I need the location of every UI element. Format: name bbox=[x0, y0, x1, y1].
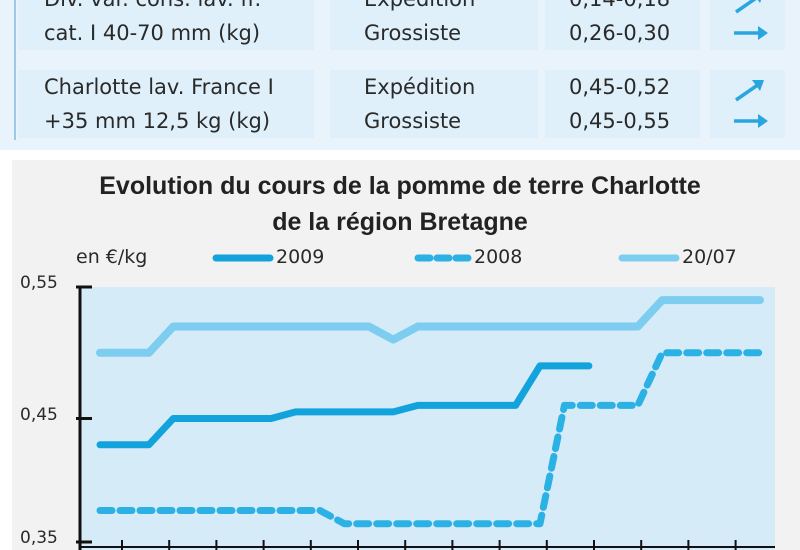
price-table: Div. var. cons. lav. fr. cat. I 40-70 mm… bbox=[0, 0, 800, 150]
y-axis-unit-label: en €/kg bbox=[76, 246, 148, 268]
price-cell: 0,45-0,52 0,45-0,55 bbox=[545, 70, 700, 138]
legend-label-2008: 2008 bbox=[474, 246, 523, 268]
table-row: Div. var. cons. lav. fr. cat. I 40-70 mm… bbox=[0, 0, 800, 50]
stage-cell: Expédition Grossiste bbox=[330, 70, 538, 138]
legend-label-2007: 20/07 bbox=[682, 246, 737, 268]
right-arrow-icon bbox=[734, 114, 768, 128]
series-line-2009 bbox=[96, 362, 593, 449]
product-line: Div. var. cons. lav. fr. bbox=[18, 0, 314, 16]
product-line: cat. I 40-70 mm (kg) bbox=[44, 21, 261, 45]
stage-line: Grossiste bbox=[364, 109, 462, 133]
product-line: +35 mm 12,5 kg (kg) bbox=[44, 109, 271, 133]
product-cell: Div. var. cons. lav. fr. cat. I 40-70 mm… bbox=[18, 0, 314, 50]
trend-cell bbox=[710, 0, 785, 50]
price-line: 0,26-0,30 bbox=[569, 21, 671, 45]
y-tick-label: 0,55 bbox=[20, 273, 58, 293]
price-cell: 0,14-0,18 0,26-0,30 bbox=[545, 0, 700, 50]
y-tick-label: 0,45 bbox=[20, 404, 58, 425]
chart-title: Evolution du cours de la pomme de terre … bbox=[99, 172, 701, 200]
stage-line: Expédition bbox=[364, 75, 476, 99]
table-left-rule bbox=[14, 0, 16, 140]
series-line-20-07 bbox=[96, 296, 764, 357]
stage-line: Expédition bbox=[330, 0, 538, 16]
stage-cell: Expédition Grossiste bbox=[330, 0, 538, 50]
up-arrow-icon bbox=[735, 0, 762, 14]
legend-label-2009: 2009 bbox=[276, 246, 325, 268]
product-cell: Charlotte lav. France I +35 mm 12,5 kg (… bbox=[18, 70, 314, 138]
right-arrow-icon bbox=[734, 26, 768, 40]
trend-cell bbox=[710, 70, 785, 138]
series-line-2008 bbox=[96, 349, 764, 528]
price-line: 0,14-0,18 bbox=[545, 0, 700, 16]
price-line: 0,45-0,52 bbox=[569, 75, 671, 99]
price-line: 0,45-0,55 bbox=[569, 109, 671, 133]
stage-line: Grossiste bbox=[364, 21, 462, 45]
table-row: Charlotte lav. France I +35 mm 12,5 kg (… bbox=[0, 70, 800, 138]
y-tick-label: 0,35 bbox=[20, 528, 58, 548]
up-arrow-icon bbox=[735, 80, 764, 102]
product-line: Charlotte lav. France I bbox=[44, 75, 274, 99]
chart-subtitle: de la région Bretagne bbox=[272, 208, 528, 236]
